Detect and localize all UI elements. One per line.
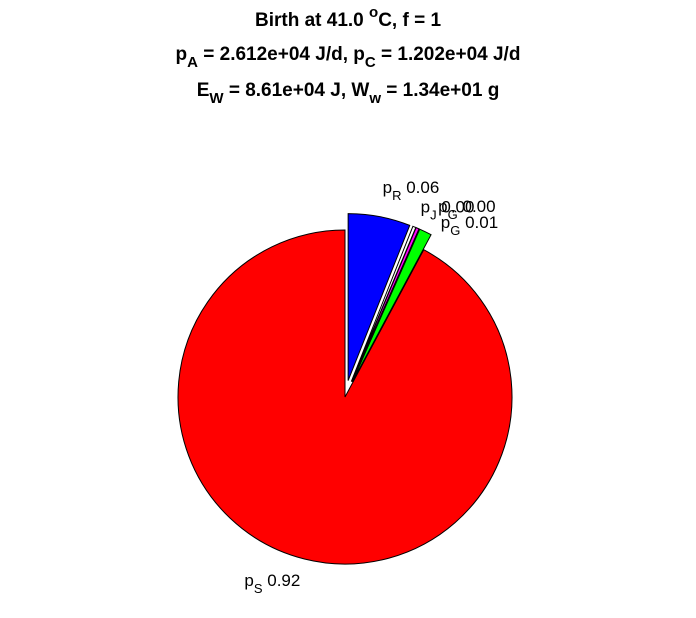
label-subscript: G [450, 223, 460, 238]
label-value: 0.00 [441, 197, 474, 216]
pie-slice [351, 226, 420, 382]
slice-label: pJ 0.00 [421, 197, 475, 222]
title-text: E [197, 80, 210, 101]
label-subscript: J [430, 207, 437, 222]
title-text: = 8.61e+04 J, W [224, 80, 370, 101]
label-name: p [438, 197, 447, 216]
label-value: 0.92 [267, 571, 300, 590]
label-subscript: R [392, 188, 401, 203]
subscript: C [365, 54, 376, 71]
label-subscript: S [254, 581, 263, 596]
title-text: Birth at 41.0 [255, 10, 369, 31]
slice-label: pR 0.06 [383, 178, 440, 203]
label-name: p [421, 197, 430, 216]
pie-slice [347, 213, 411, 381]
title-line: Birth at 41.0 o​C, f = 1 [255, 4, 441, 31]
label-name: p [441, 213, 450, 232]
title-text: C, f = 1 [378, 10, 441, 31]
slice-label: pG 0.00 [438, 197, 495, 222]
title-line: pA​ = 2.612e+04 J/d, pC​ = 1.202e+04 J/d [176, 44, 521, 71]
label-value: 0.01 [465, 213, 498, 232]
title-text: p [176, 44, 188, 65]
label-value: 0.00 [462, 197, 495, 216]
subscript: W [209, 90, 224, 107]
superscript: o [369, 4, 378, 21]
pie-slice [177, 229, 513, 565]
subscript: w [368, 90, 381, 107]
label-name: p [244, 571, 253, 590]
subscript: A [187, 54, 198, 71]
title-text: = 1.34e+01 g [381, 80, 499, 101]
label-name: p [383, 178, 392, 197]
slice-label: pS 0.92 [244, 571, 300, 596]
label-subscript: G [448, 207, 458, 222]
title-line: EW​ = 8.61e+04 J, Ww​ = 1.34e+01 g [197, 80, 500, 107]
slice-label: pG 0.01 [441, 213, 498, 238]
title-text: = 1.202e+04 J/d [376, 44, 521, 65]
title-text: = 2.612e+04 J/d, p [198, 44, 365, 65]
pie-slice [351, 228, 432, 383]
label-value: 0.06 [406, 178, 439, 197]
